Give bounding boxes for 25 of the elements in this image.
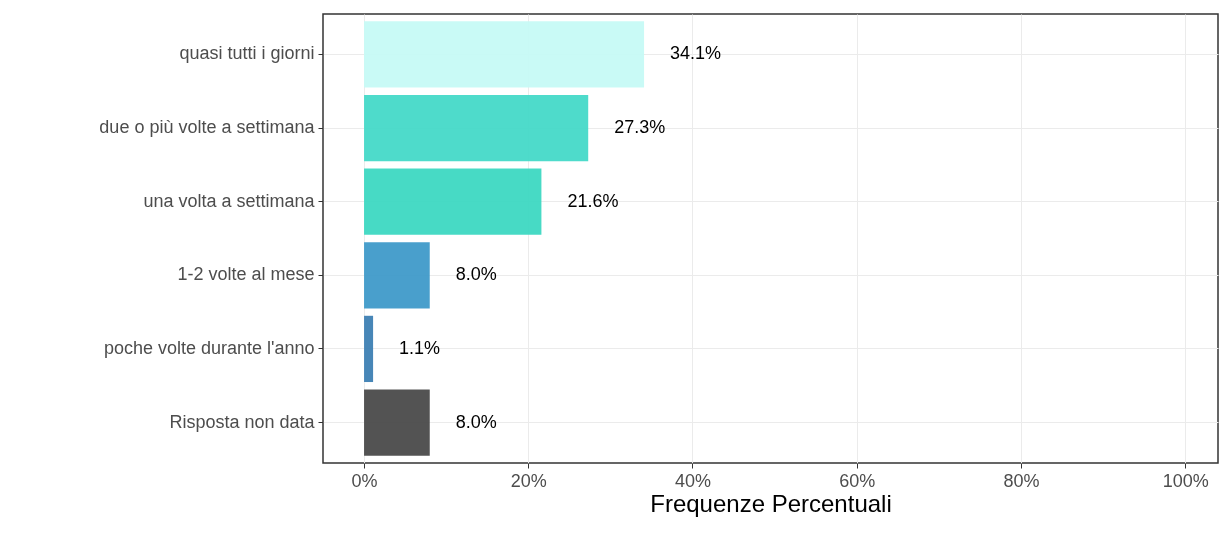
data-label: 1.1% [399, 337, 441, 358]
data-label: 21.6% [567, 190, 619, 211]
y-tick-label: due o più volte a settimana [99, 117, 316, 138]
y-tick-label: 1-2 volte al mese [177, 264, 315, 285]
bar [364, 21, 645, 88]
data-label: 27.3% [614, 117, 666, 138]
y-tick-label: una volta a settimana [143, 190, 316, 211]
bar [364, 168, 542, 235]
data-label: 8.0% [455, 264, 497, 285]
y-tick-label: Risposta non data [169, 411, 316, 432]
data-label: 34.1% [670, 43, 722, 64]
x-axis-title: Frequenze Percentuali [650, 489, 892, 517]
x-tick-label: 60% [839, 470, 876, 491]
x-tick-label: 100% [1162, 470, 1209, 491]
x-tick-label: 20% [510, 470, 547, 491]
bar [364, 94, 589, 162]
bar [364, 389, 430, 456]
bar [364, 242, 430, 309]
data-label: 8.0% [455, 411, 497, 432]
y-tick-label: poche volte durante l'anno [103, 337, 315, 358]
x-tick-label: 0% [351, 470, 378, 491]
bar [364, 315, 374, 383]
x-tick-label: 40% [674, 470, 712, 491]
x-tick-label: 80% [1003, 470, 1040, 491]
y-tick-label: quasi tutti i giorni [179, 43, 315, 64]
